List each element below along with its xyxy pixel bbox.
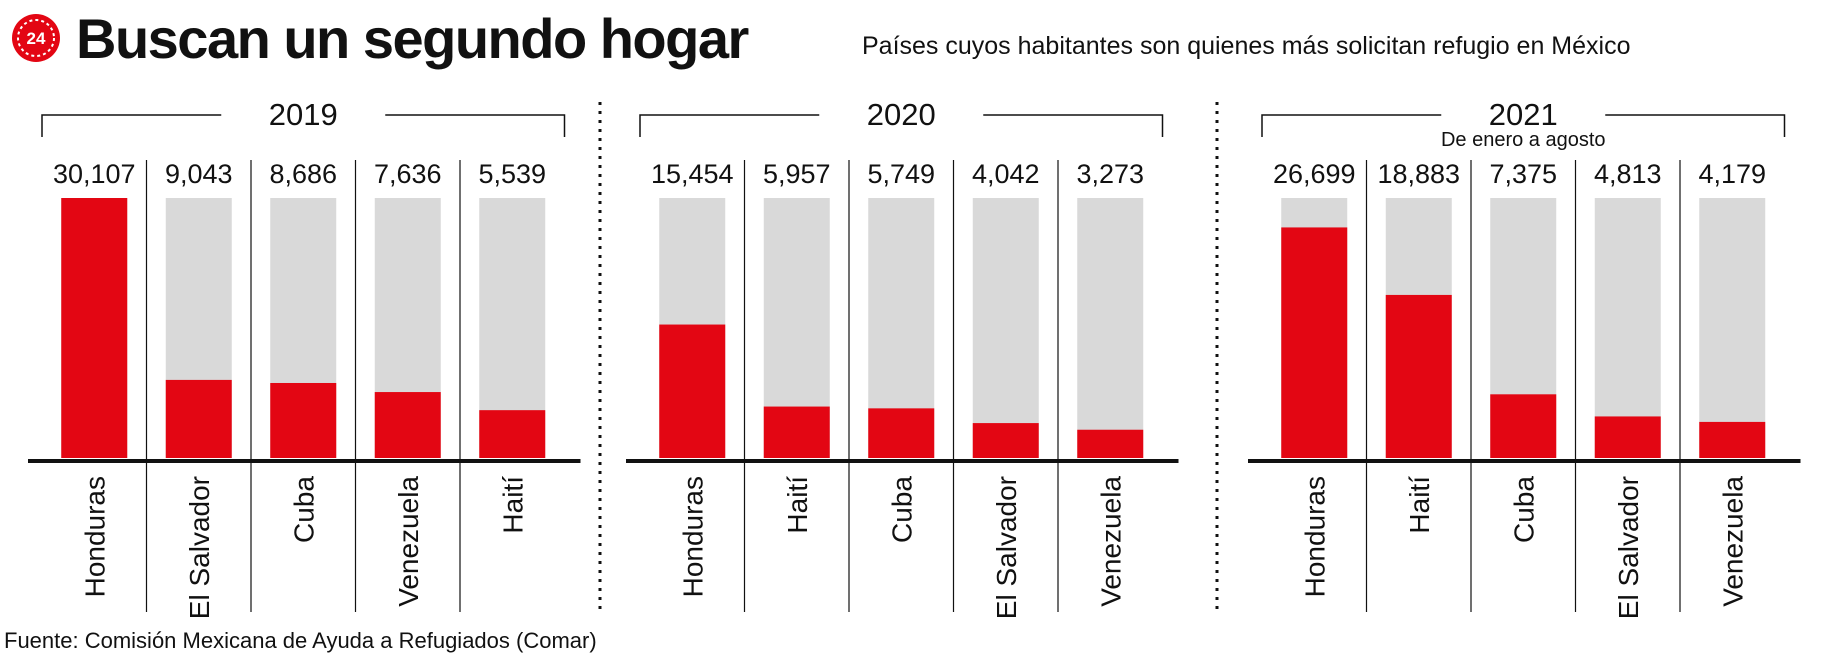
category-label: Honduras [1299, 476, 1330, 597]
category-label: Haití [497, 476, 528, 534]
value-label: 30,107 [53, 159, 136, 189]
bar [763, 406, 830, 458]
value-label: 18,883 [1377, 159, 1460, 189]
value-label: 5,957 [763, 159, 831, 189]
value-label: 5,539 [478, 159, 546, 189]
bar [270, 382, 337, 458]
bar [61, 198, 128, 458]
value-label: 15,454 [651, 159, 734, 189]
value-label: 7,636 [374, 159, 442, 189]
bar [1594, 416, 1661, 458]
bar-track [1594, 198, 1661, 458]
bar [1281, 227, 1348, 458]
category-label: Cuba [288, 476, 319, 543]
logo-text: 24 [27, 29, 46, 48]
page-subtitle: Países cuyos habitantes son quienes más … [862, 32, 1630, 60]
value-label: 8,686 [269, 159, 337, 189]
category-label: Venezuela [1095, 476, 1126, 607]
category-label: Venezuela [1717, 476, 1748, 607]
value-label: 9,043 [165, 159, 233, 189]
year-label: 2020 [867, 97, 936, 132]
category-label: Venezuela [393, 476, 424, 607]
year-bracket [639, 114, 1164, 137]
category-label: El Salvador [1613, 476, 1644, 619]
bar [868, 408, 935, 458]
year-label: 2019 [269, 97, 338, 132]
bar [972, 423, 1039, 458]
bar [165, 379, 232, 458]
year-bracket [41, 114, 566, 137]
category-label: Honduras [79, 476, 110, 597]
bar [1699, 421, 1766, 458]
bar-track [1699, 198, 1766, 458]
value-label: 26,699 [1273, 159, 1356, 189]
year-bracket [1261, 114, 1786, 137]
value-label: 4,042 [972, 159, 1040, 189]
bar-track [1077, 198, 1144, 458]
bar-track [972, 198, 1039, 458]
category-label: Haití [782, 476, 813, 534]
source-note: Fuente: Comisión Mexicana de Ayuda a Ref… [4, 628, 597, 653]
value-label: 3,273 [1076, 159, 1144, 189]
bar [659, 324, 726, 458]
category-label: El Salvador [184, 476, 215, 619]
value-label: 4,813 [1594, 159, 1662, 189]
bar [479, 410, 546, 458]
bar [1385, 294, 1452, 458]
category-label: Haití [1404, 476, 1435, 534]
category-label: Cuba [886, 476, 917, 543]
bar [374, 392, 441, 458]
category-label: El Salvador [991, 476, 1022, 619]
bar [1490, 394, 1557, 458]
year-label: 2021 [1489, 97, 1558, 132]
value-label: 4,179 [1698, 159, 1766, 189]
value-label: 5,749 [867, 159, 935, 189]
page-title: Buscan un segundo hogar [76, 7, 748, 70]
panel-subtitle: De enero a agosto [1441, 129, 1606, 151]
value-label: 7,375 [1489, 159, 1557, 189]
panel-0: 2019 30,107 Honduras 9,043 El Salvador 8,686 C… [28, 97, 581, 619]
logo-24-icon: 24 [12, 14, 60, 62]
category-label: Cuba [1508, 476, 1539, 543]
bar [1077, 429, 1144, 458]
panel-1: 2020 15,454 Honduras 5,957 Haití 5,749 Cuba 4,0… [626, 97, 1179, 619]
category-label: Honduras [677, 476, 708, 597]
